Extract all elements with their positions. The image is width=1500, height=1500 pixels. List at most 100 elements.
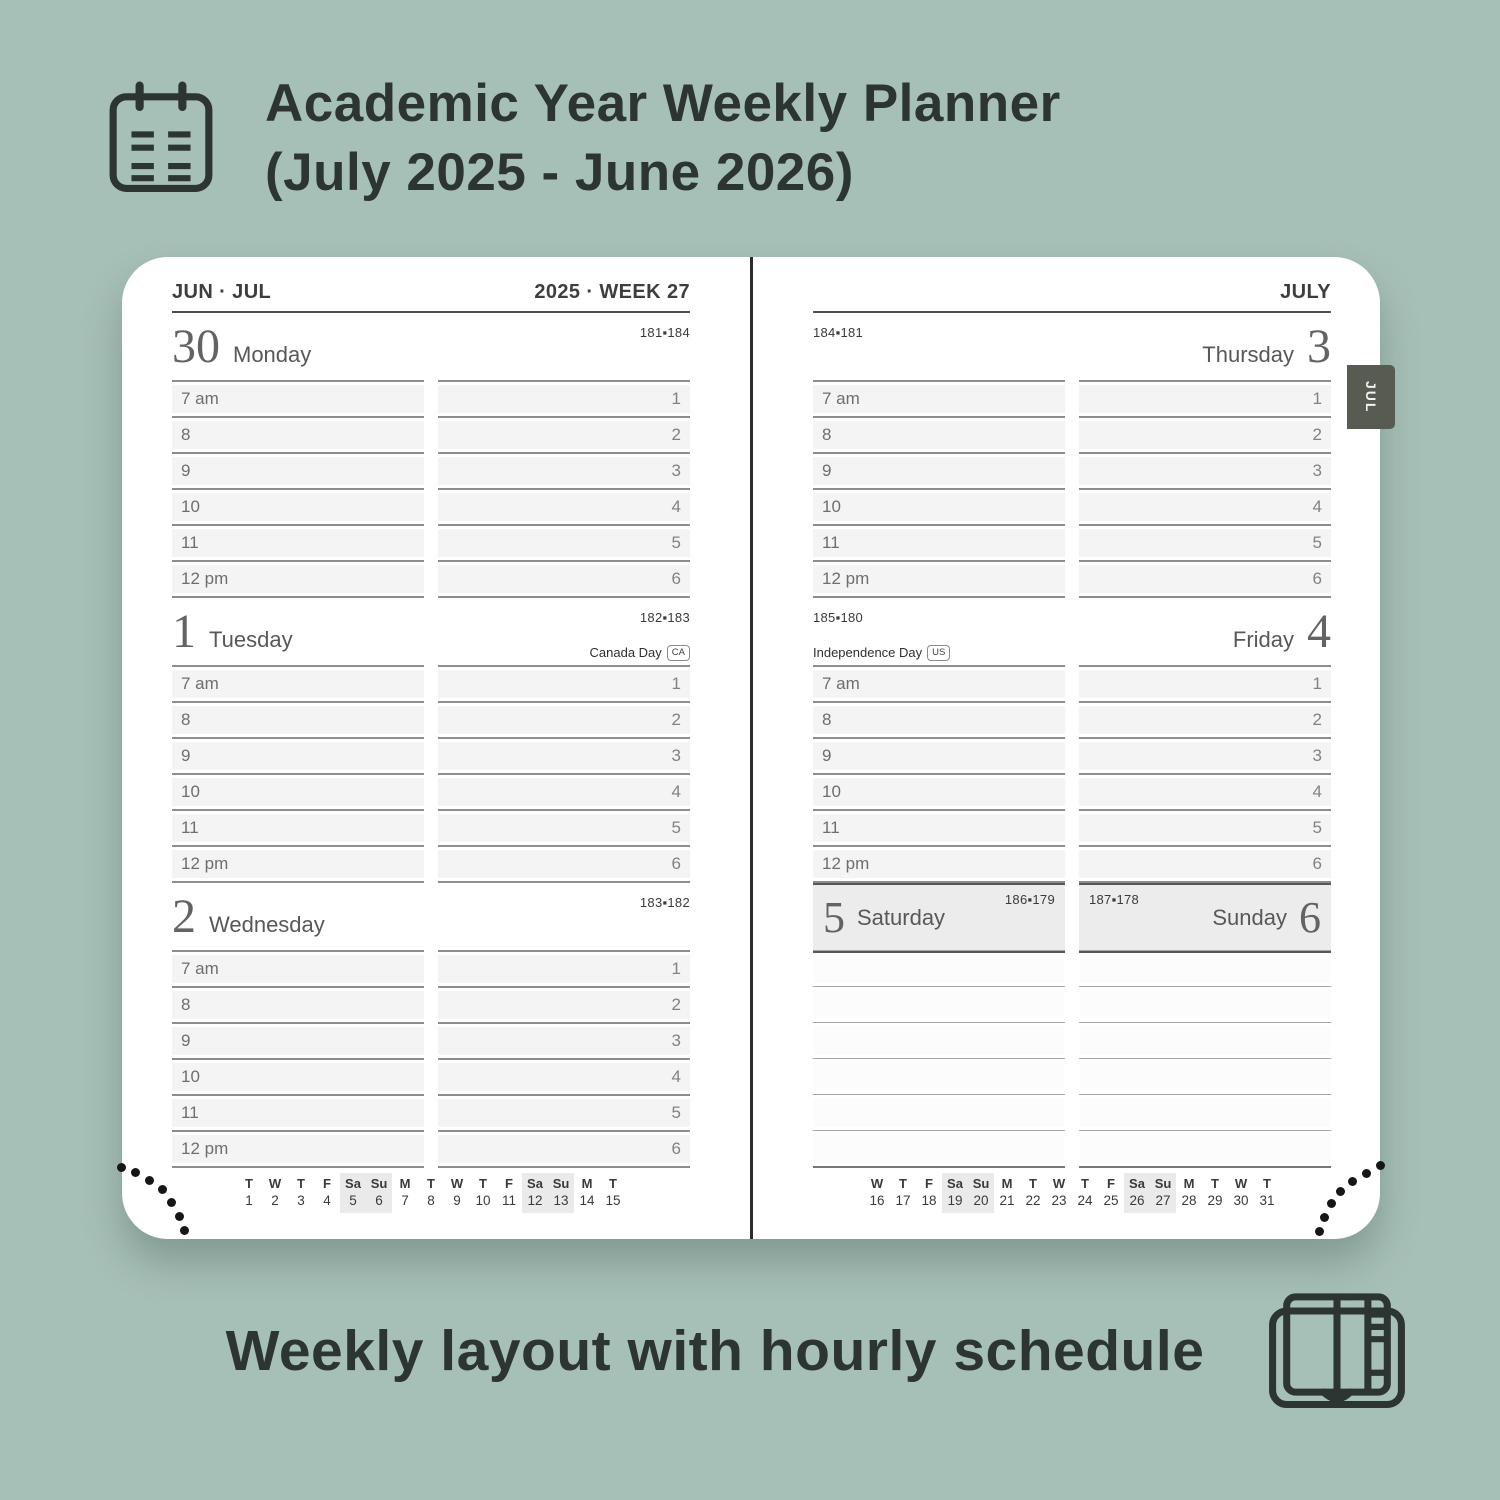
month-range-label: JUN · JUL	[172, 281, 272, 303]
hour-row: 8	[172, 701, 424, 737]
hour-row: 1	[438, 665, 690, 701]
day-name: Wednesday	[209, 912, 325, 937]
mini-calendar-day: M 14	[579, 1176, 595, 1208]
hour-row: 8	[172, 416, 424, 452]
hour-row: 4	[438, 1058, 690, 1094]
hour-row: 9	[172, 1022, 424, 1058]
hour-label: 7 am	[181, 959, 219, 978]
hour-label: 6	[1312, 854, 1322, 873]
hour-label: 7 am	[822, 389, 860, 408]
hour-label: 4	[671, 1067, 681, 1086]
day-number: 1	[172, 605, 196, 658]
hour-row: 12 pm	[172, 845, 424, 881]
hour-label: 5	[671, 1103, 681, 1122]
mini-calendar-day: W 16	[869, 1176, 885, 1208]
hour-row: 6	[1079, 845, 1331, 881]
hour-label: 7 am	[181, 389, 219, 408]
day-name: Saturday	[857, 905, 946, 930]
hour-row: 10	[172, 773, 424, 809]
hour-label: 7 am	[822, 674, 860, 693]
spine-divider	[750, 257, 753, 1239]
hour-label: 11	[822, 533, 840, 552]
hour-row: 12 pm	[172, 560, 424, 596]
week-label: 2025 · WEEK 27	[534, 281, 690, 303]
hour-label: 2	[671, 710, 681, 729]
sunday-box: 187▪178 Sunday 6	[1079, 883, 1331, 953]
day-number: 5	[823, 893, 845, 943]
hour-label: 8	[822, 425, 832, 444]
hour-row: 4	[1079, 773, 1331, 809]
hour-label: 10	[181, 1067, 200, 1086]
hour-grid: 7 am 8 9 10 11 12 pm 1 2 3 4 5 6	[172, 950, 690, 1168]
hour-label: 9	[181, 1031, 191, 1050]
weekend-section: 5 Saturday 186▪179 187▪178 Sunday 6	[813, 883, 1331, 1168]
hour-row: 11	[172, 524, 424, 560]
blank-row	[813, 1058, 1065, 1094]
mini-calendar-day: Su 13	[548, 1173, 574, 1213]
hour-label: 2	[671, 425, 681, 444]
blank-row	[1079, 1130, 1331, 1166]
planner-spread: JUL JUN · JUL 2025 · WEEK 27 30 Monday 1…	[117, 257, 1395, 1239]
hour-label: 12 pm	[181, 569, 229, 588]
mini-calendar-day: T 15	[605, 1176, 621, 1208]
mini-calendar-day: Sa 26	[1124, 1173, 1150, 1213]
blank-row	[813, 1094, 1065, 1130]
blank-row	[813, 1130, 1065, 1166]
hour-label: 8	[181, 710, 191, 729]
page-counter: 186▪179	[1004, 892, 1055, 907]
hour-labels-column: 7 am 8 9 10 11 12 pm	[813, 665, 1065, 883]
day-name: Sunday	[1212, 905, 1287, 930]
mini-calendar-day: W 30	[1233, 1176, 1249, 1208]
hour-grid: 7 am 8 9 10 11 12 pm 1 2 3 4 5 6	[813, 665, 1331, 883]
mini-calendar-day: Sa 5	[340, 1173, 366, 1213]
hour-label: 12 pm	[181, 854, 229, 873]
mini-calendar-day: T 29	[1207, 1176, 1223, 1208]
mini-calendar-day: T 24	[1077, 1176, 1093, 1208]
right-page-header: JULY	[813, 281, 1331, 313]
blank-row	[813, 986, 1065, 1022]
day-thursday: 184▪181 Thursday 3 7 am 8 9 10 11 12 pm 1 2 3 4 5…	[813, 313, 1331, 598]
page-counter: 182▪183	[639, 610, 690, 625]
hour-row: 9	[172, 452, 424, 488]
hour-row: 2	[438, 986, 690, 1022]
day-number: 2	[172, 890, 196, 943]
hour-label: 2	[671, 995, 681, 1014]
page-counter: 181▪184	[639, 325, 690, 340]
hour-label: 5	[671, 818, 681, 837]
mini-calendar-day: Sa 19	[942, 1173, 968, 1213]
mini-calendar-day: F 25	[1103, 1176, 1119, 1208]
hour-label: 9	[822, 461, 832, 480]
hour-row: 10	[813, 773, 1065, 809]
hour-row: 1	[1079, 665, 1331, 701]
slot-numbers-column: 1 2 3 4 5 6	[438, 380, 690, 598]
hour-row: 4	[438, 773, 690, 809]
hour-row: 10	[172, 1058, 424, 1094]
hour-row: 11	[813, 524, 1065, 560]
hour-label: 6	[671, 1139, 681, 1158]
hour-row: 7 am	[172, 380, 424, 416]
hour-row: 5	[438, 524, 690, 560]
hour-label: 4	[1312, 782, 1322, 801]
hour-row: 12 pm	[813, 560, 1065, 596]
hour-label: 5	[1312, 533, 1322, 552]
day-name: Monday	[233, 342, 312, 367]
hour-row: 2	[1079, 701, 1331, 737]
hour-label: 12 pm	[822, 854, 870, 873]
page-counter: 185▪180	[813, 610, 864, 625]
hour-grid: 7 am 8 9 10 11 12 pm 1 2 3 4 5 6	[172, 665, 690, 883]
page-counter: 184▪181	[813, 325, 864, 340]
day-wednesday: 2 Wednesday 183▪182 7 am 8 9 10 11 12 pm 1 2 3 4…	[172, 883, 690, 1168]
mini-calendar-day: W 23	[1051, 1176, 1067, 1208]
hour-labels-column: 7 am 8 9 10 11 12 pm	[813, 380, 1065, 598]
hour-label: 3	[671, 461, 681, 480]
hour-row: 3	[1079, 737, 1331, 773]
hour-label: 1	[671, 389, 681, 408]
hour-label: 11	[181, 533, 199, 552]
mini-calendar-day: F 11	[501, 1176, 516, 1208]
hour-row: 11	[813, 809, 1065, 845]
hour-label: 9	[181, 461, 191, 480]
hour-label: 5	[1312, 818, 1322, 837]
